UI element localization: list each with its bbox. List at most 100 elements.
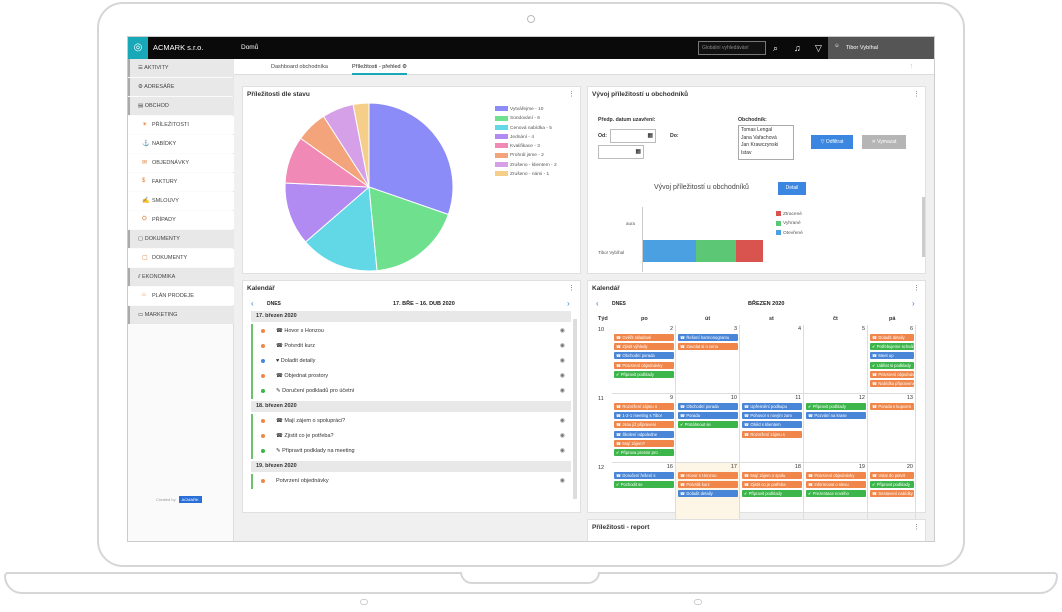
more-icon[interactable]: ⋮ [909,64,915,70]
calendar-event[interactable]: ☎ Upřesnění podkupu [742,403,802,410]
calendar-event[interactable]: ☎ Nabídka připravena [870,380,914,387]
agenda-item[interactable]: ☎ Zjistit co je potřeba? ◉ [251,429,571,444]
calendar-day-cell[interactable]: 2 [612,325,676,394]
calendar-event[interactable]: ☎ Jsou již připraveni [614,421,674,429]
calendar-event[interactable]: ☎ Obchodní porada [678,403,738,410]
today-button[interactable]: DNES [612,301,626,307]
calendar-event[interactable]: ☎ Potvrzení objednávky [614,361,674,369]
eye-icon[interactable]: ◉ [559,448,565,454]
today-button[interactable]: DNES [267,301,281,307]
calendar-event[interactable]: ☎ Zavolat si o cenu [678,343,738,351]
chevron-left-icon[interactable]: ‹ [251,299,254,308]
calendar-day-cell[interactable]: 11 [740,394,804,463]
calendar-event[interactable]: ☎ Školení odpoledne [614,430,674,438]
calendar-event[interactable]: ✔ Připravit podklady [742,490,802,498]
eye-icon[interactable]: ◉ [559,358,565,364]
to-date-field[interactable]: ▦ [598,145,644,159]
pie-slice-2[interactable] [304,185,378,272]
merchant-option[interactable]: Tomas Lengal [741,127,773,133]
sidebar-item-4[interactable]: ⚓ NABÍDKY [128,135,234,153]
sidebar-item-2[interactable]: ▤ OBCHOD [128,97,234,115]
calendar-event[interactable]: ✔ Prezentace nového [806,490,866,498]
chevron-right-icon[interactable]: › [912,299,915,308]
filter-icon[interactable]: ▽ [815,43,822,53]
sidebar-item-5[interactable]: ✉ OBJEDNÁVKY [128,154,234,172]
sidebar-item-13[interactable]: ▭ MARKETING [128,306,234,324]
eye-icon[interactable]: ◉ [559,373,565,379]
sidebar-item-7[interactable]: ✍ SMLOUVY [128,192,234,210]
calendar-event[interactable]: ✔ Připrava prostor pro [614,449,674,456]
calendar-event[interactable]: ☎ Mají zájem? [614,439,674,447]
scrollbar[interactable] [573,319,577,499]
calendar-event[interactable]: ☎ Zjistit výhledy [614,343,674,351]
pie-slice-7[interactable] [352,102,370,188]
calendar-event[interactable]: ☎ Obchodní porada [614,352,674,360]
calendar-event[interactable]: ☎ Porada [678,412,738,420]
merchant-option[interactable]: Jana Vařachová [741,134,777,141]
agenda-item[interactable]: ♥ Doladit detaily ◉ [251,354,571,369]
calendar-event[interactable]: ☎ Potvrzení objednávky [870,370,914,378]
scrollbar[interactable] [922,197,925,257]
sidebar-item-0[interactable]: ☰ AKTIVITY [128,59,234,77]
calendar-event[interactable]: ☎ Řešení harmonogramu [678,334,738,341]
more-icon[interactable]: ⋮ [913,285,920,292]
agenda-item[interactable]: ☎ Hovor s Honzou ◉ [251,324,571,339]
calendar-event[interactable]: ☎ Sestavení nabídky [870,490,914,498]
app-logo-icon[interactable]: ◎ [128,37,148,59]
calendar-day-cell[interactable]: 5 [804,325,868,394]
merchant-option[interactable]: Jan Krawczynski [741,142,779,148]
sidebar-item-11[interactable]: ⫽ EKONOMIKA [128,268,234,286]
eye-icon[interactable]: ◉ [559,433,565,439]
sidebar-item-3[interactable]: ☀ PŘÍLEŽITOSTI [128,116,234,134]
calendar-day-cell[interactable]: 12 [804,394,868,463]
calendar-day-cell[interactable]: 6 [868,325,916,394]
chevron-right-icon[interactable]: › [567,299,570,308]
agenda-item[interactable]: ☎ Objednat prostory ◉ [251,369,571,384]
gear-icon[interactable]: ⚙ [402,64,408,70]
user-menu[interactable]: ☺ Tibor Vybíhal [828,37,934,59]
calendar-day-cell[interactable]: 9 [612,394,676,463]
more-icon[interactable]: ⋮ [568,91,575,98]
sidebar-item-12[interactable]: ⌂ PLÁN PRODEJE [128,287,234,305]
agenda-item[interactable]: ☎ Potvrdit kurz ◉ [251,339,571,354]
sidebar-item-10[interactable]: ▢ DOKUMENTY [128,249,234,267]
calendar-event[interactable]: ✔ Připravit podklady [806,403,866,410]
calendar-event[interactable]: ☎ Ověřit skladové [614,334,674,341]
calendar-event[interactable]: ☎ Informovat o slevu [806,481,866,489]
clear-button[interactable]: ✕ Vymazat [862,135,906,149]
calendar-event[interactable]: ☎ 1-2-1 meeting s Tibor [614,412,674,420]
calendar-event[interactable]: ☎ Potvrdit kurz [678,481,738,489]
more-icon[interactable]: ⋮ [913,524,920,531]
chevron-left-icon[interactable]: ‹ [596,299,599,308]
tab-opportunities-overview[interactable]: Příležitosti - přehled ⚙ [352,64,408,75]
agenda-item[interactable]: ✎ Doručení podkladů pro účetní ◉ [251,384,571,399]
pie-slice-1[interactable] [368,186,450,272]
search-input[interactable]: Globální vyhledávání [698,41,766,55]
calendar-day-cell[interactable]: 10 [676,394,740,463]
calendar-event[interactable]: ✔ Připravit podklady [614,370,674,378]
eye-icon[interactable]: ◉ [559,328,565,334]
calendar-event[interactable]: ☎ Pozvání na krase [806,412,866,420]
calendar-day-cell[interactable]: 13 [868,394,916,463]
search-icon[interactable]: ⌕ [773,43,779,53]
pie-slice-0[interactable] [368,102,454,216]
calendar-event[interactable]: ✔ Udělat si podklady [870,361,914,369]
agenda-item[interactable]: Potvrzení objednávky ◉ [251,474,571,489]
calendar-event[interactable]: ☎ Rozvržení zájmu o [614,403,674,410]
sidebar-item-1[interactable]: ⚙ ADRESÁŘE [128,78,234,96]
agenda-item[interactable]: ☎ Mají zájem o spolupráci? ◉ [251,414,571,429]
calendar-event[interactable]: ☎ Meet up [870,352,914,360]
calendar-event[interactable]: ☎ Oběd s klientem [742,421,802,429]
calendar-event[interactable]: ☎ Hovor s Honzou [678,472,738,479]
eye-icon[interactable]: ◉ [559,343,565,349]
calendar-event[interactable]: ☎ Doladit detaily [678,490,738,498]
calendar-event[interactable]: ☎ Rozvržení zájmu s [742,430,802,438]
bell-icon[interactable]: ♫ [794,43,801,53]
calendar-event[interactable]: ☎ Porada s kupcem [870,403,914,410]
calendar-event[interactable]: ☎ Potvrzení objednávky [806,472,866,479]
filter-button[interactable]: ▽ Odfiltrat [811,135,853,149]
calendar-day-cell[interactable]: 4 [740,325,804,394]
sidebar-item-8[interactable]: ⛭ PŘÍPADY [128,211,234,229]
more-icon[interactable]: ⋮ [913,91,920,98]
merchant-listbox[interactable]: Tomas Lengal Jana Vařachová Jan Krawczynsk… [738,125,794,160]
